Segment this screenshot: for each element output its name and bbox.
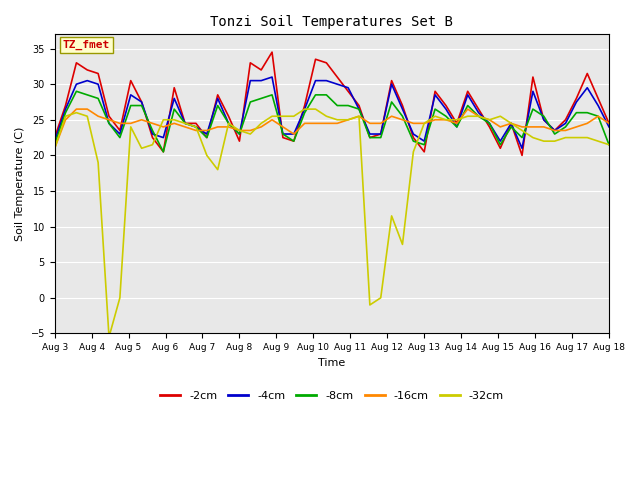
Text: TZ_fmet: TZ_fmet	[63, 40, 110, 50]
X-axis label: Time: Time	[318, 358, 346, 368]
Y-axis label: Soil Temperature (C): Soil Temperature (C)	[15, 127, 25, 241]
Title: Tonzi Soil Temperatures Set B: Tonzi Soil Temperatures Set B	[211, 15, 453, 29]
Legend: -2cm, -4cm, -8cm, -16cm, -32cm: -2cm, -4cm, -8cm, -16cm, -32cm	[156, 387, 508, 406]
